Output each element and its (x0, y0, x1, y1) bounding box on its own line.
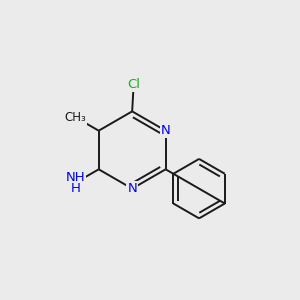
Text: N: N (161, 124, 170, 137)
Text: N: N (127, 182, 137, 195)
Text: CH₃: CH₃ (65, 111, 86, 124)
Text: Cl: Cl (127, 78, 140, 91)
Text: H: H (70, 182, 80, 194)
Text: NH: NH (66, 171, 86, 184)
